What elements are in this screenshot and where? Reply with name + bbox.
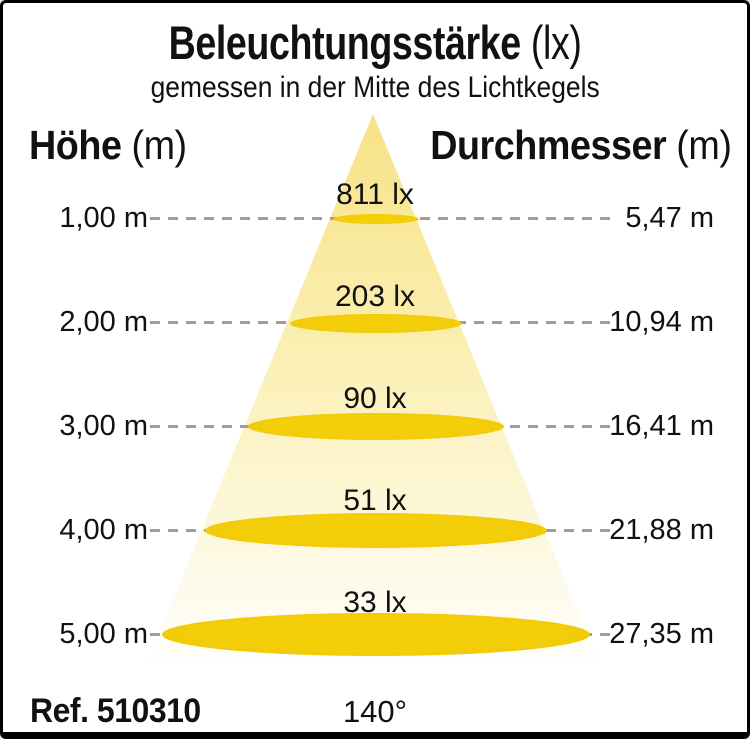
lux-value: 90 lx [343, 382, 407, 415]
light-spot-ellipse [162, 613, 590, 656]
height-header-unit: (m) [131, 122, 187, 168]
height-value: 2,00 m [59, 306, 148, 338]
light-spot-ellipse [290, 314, 462, 333]
column-header-height: Höhe (m) [29, 122, 187, 168]
subtitle: gemessen in der Mitte des Lichtkegels [3, 71, 747, 104]
height-header-label: Höhe [29, 122, 122, 168]
height-value: 4,00 m [59, 514, 148, 546]
height-value: 5,00 m [59, 618, 148, 650]
reference-number: Ref. 510310 [30, 692, 201, 730]
height-value: 1,00 m [59, 202, 148, 234]
lux-value: 203 lx [334, 280, 416, 313]
light-spot-ellipse [333, 214, 419, 224]
beam-angle: 140° [342, 694, 408, 729]
light-spot-ellipse [205, 513, 547, 548]
diameter-header-label: Durchmesser [429, 122, 667, 168]
page-title: Beleuchtungsstärke (lx) [3, 16, 747, 70]
title-text: Beleuchtungsstärke [168, 16, 522, 69]
diameter-value: 5,47 m [625, 202, 714, 234]
diameter-value: 27,35 m [609, 618, 714, 650]
light-spot-ellipse [248, 413, 504, 440]
lux-value: 33 lx [343, 586, 407, 619]
column-header-diameter: Durchmesser (m) [429, 122, 732, 168]
diameter-value: 10,94 m [609, 306, 714, 338]
lux-value: 51 lx [343, 484, 407, 517]
subtitle-text: gemessen in der Mitte des Lichtkegels [150, 71, 600, 104]
lux-value: 811 lx [336, 178, 414, 211]
diameter-value: 21,88 m [609, 514, 714, 546]
diameter-header-unit: (m) [675, 122, 732, 168]
diameter-value: 16,41 m [609, 410, 714, 442]
title-unit: (lx) [530, 16, 582, 69]
height-value: 3,00 m [59, 410, 148, 442]
